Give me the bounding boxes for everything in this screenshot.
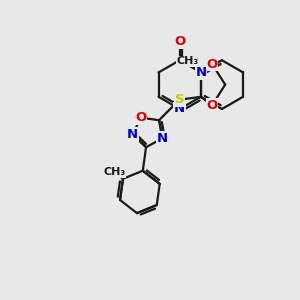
Text: O: O [135,111,146,124]
Text: N: N [174,103,185,116]
Text: CH₃: CH₃ [176,56,199,66]
Text: O: O [206,58,218,70]
Text: N: N [127,128,138,141]
Text: N: N [157,132,168,145]
Text: O: O [174,35,185,48]
Text: O: O [206,99,218,112]
Text: S: S [175,93,184,106]
Text: N: N [195,66,206,79]
Text: CH₃: CH₃ [103,167,126,177]
